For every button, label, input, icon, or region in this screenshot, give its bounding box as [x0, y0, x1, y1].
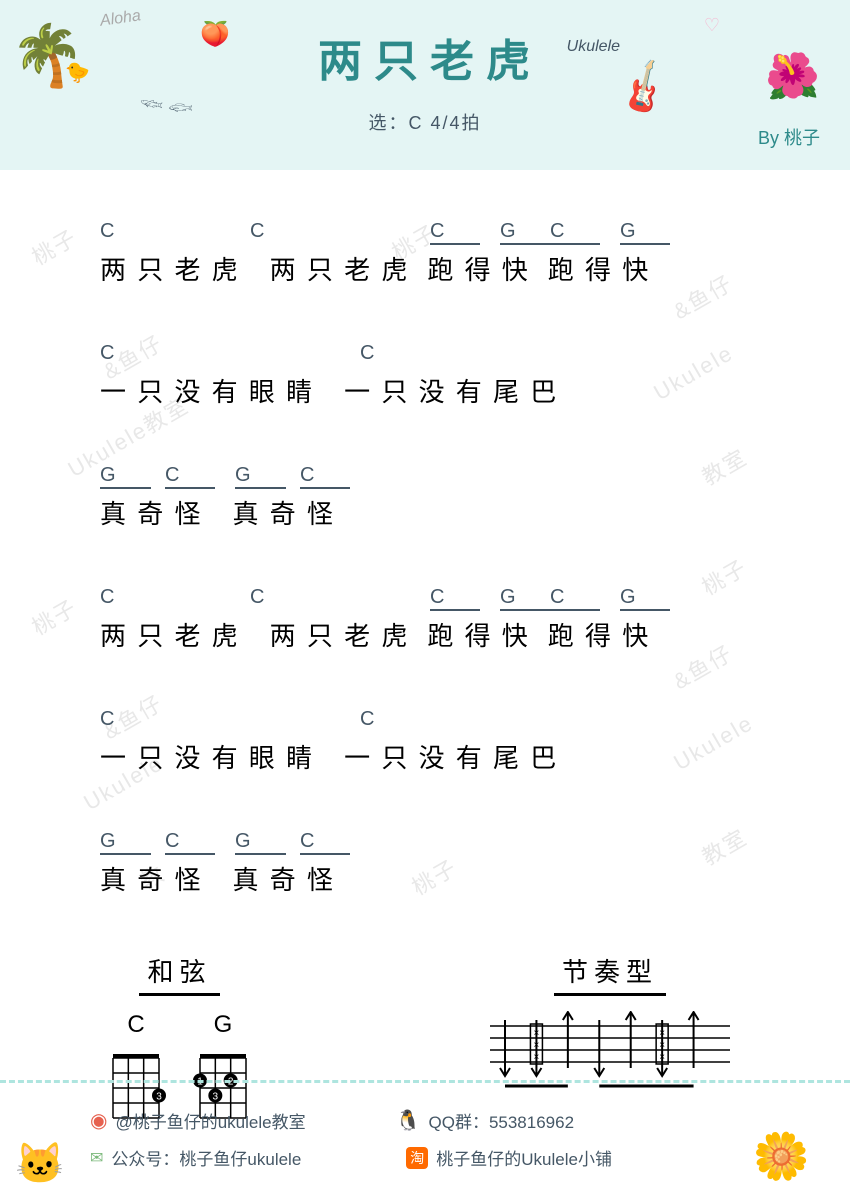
weibo-text: @桃子鱼仔的ukulele教室	[115, 1108, 305, 1133]
taobao-contact: 淘 桃子鱼仔的Ukulele小铺	[406, 1145, 612, 1170]
taobao-text: 桃子鱼仔的Ukulele小铺	[436, 1145, 612, 1170]
bird-icon: 🐤	[65, 60, 90, 85]
song-title: 两只老虎	[10, 25, 850, 89]
qq-contact: 🐧 QQ群：553816962	[396, 1108, 574, 1133]
svg-text:×: ×	[534, 1040, 540, 1051]
chord-symbol: C	[550, 586, 600, 611]
chord-symbol: C	[100, 586, 114, 609]
svg-text:×: ×	[659, 1040, 665, 1051]
lyric-text: 一 只 没 有 眼 睛一 只 没 有 尾 巴	[100, 372, 760, 409]
wechat-text: 公众号：桃子鱼仔ukulele	[111, 1145, 301, 1170]
chord-symbol: C	[360, 708, 374, 731]
chord-diagram-name: C	[105, 1011, 167, 1039]
chord-symbol: G	[100, 464, 151, 489]
lyric-text: 两 只 老 虎两 只 老 虎跑 得 快跑 得 快	[100, 250, 760, 287]
chord-symbol: C	[250, 220, 264, 243]
lyric-line: GCGC真 奇 怪真 奇 怪	[100, 464, 760, 531]
chord-symbol: G	[620, 586, 670, 611]
chord-diagram-name: G	[192, 1011, 254, 1039]
rhythm-heading: 节奏型	[554, 952, 666, 996]
chord-symbol: C	[430, 220, 480, 245]
chord-symbol: C	[300, 830, 350, 855]
lyric-line: GCGC真 奇 怪真 奇 怪	[100, 830, 760, 897]
wechat-contact: ✉ 公众号：桃子鱼仔ukulele	[90, 1145, 301, 1170]
chord-symbol: C	[165, 830, 215, 855]
chord-symbol: C	[250, 586, 264, 609]
chord-symbol: G	[235, 830, 286, 855]
chord-symbol: C	[360, 342, 374, 365]
svg-text:×: ×	[534, 1028, 540, 1039]
header-banner: 🌴 Aloha 🍑 🐤 𓆝 𓆟 ♡ 🌺 🎸 Ukulele 两只老虎 选：C 4…	[0, 0, 850, 170]
chord-symbol: G	[500, 586, 550, 611]
wechat-icon: ✉	[90, 1148, 103, 1168]
chord-symbol: C	[300, 464, 350, 489]
svg-text:×: ×	[659, 1028, 665, 1039]
heart-icon: ♡	[704, 15, 720, 36]
chord-symbol: C	[100, 708, 114, 731]
key-time-signature: 选：C 4/4拍	[0, 109, 850, 135]
chord-symbol: C	[100, 342, 114, 365]
chords-heading: 和弦	[139, 952, 219, 996]
lyric-text: 真 奇 怪真 奇 怪	[100, 494, 760, 531]
lyric-text: 一 只 没 有 眼 睛一 只 没 有 尾 巴	[100, 738, 760, 775]
taobao-icon: 淘	[406, 1147, 428, 1169]
author-byline: By 桃子	[758, 124, 820, 150]
chord-symbol: G	[620, 220, 670, 245]
fish-icon: 𓆝 𓆟	[140, 90, 193, 120]
chord-symbol: G	[100, 830, 151, 855]
lyric-line: CCCGCG两 只 老 虎两 只 老 虎跑 得 快跑 得 快	[100, 220, 760, 287]
cat-icon: 🐱	[15, 1140, 65, 1187]
svg-text:×: ×	[659, 1052, 665, 1063]
chord-symbol: G	[235, 464, 286, 489]
chord-symbol: G	[500, 220, 550, 245]
lyric-line: C C 一 只 没 有 眼 睛一 只 没 有 尾 巴	[100, 342, 760, 409]
qq-text: QQ群：553816962	[429, 1108, 575, 1133]
chord-symbol: C	[165, 464, 215, 489]
weibo-icon: ◉	[90, 1108, 107, 1133]
ukulele-label: Ukulele	[567, 38, 620, 56]
lyric-text: 两 只 老 虎两 只 老 虎跑 得 快跑 得 快	[100, 616, 760, 653]
svg-text:×: ×	[534, 1052, 540, 1063]
peach-icon: 🍑	[200, 20, 230, 49]
chord-symbol: C	[430, 586, 480, 611]
footer: 🐱 ◉ @桃子鱼仔的ukulele教室 🐧 QQ群：553816962 ✉ 公众…	[0, 1080, 850, 1202]
footer-flower-icon: 🌼	[753, 1129, 810, 1184]
lyric-text: 真 奇 怪真 奇 怪	[100, 860, 760, 897]
qq-icon: 🐧	[396, 1108, 421, 1133]
chord-symbol: C	[100, 220, 114, 243]
lyric-line: CCCGCG两 只 老 虎两 只 老 虎跑 得 快跑 得 快	[100, 586, 760, 653]
lyric-line: C C 一 只 没 有 眼 睛一 只 没 有 尾 巴	[100, 708, 760, 775]
hibiscus-icon: 🌺	[765, 50, 820, 102]
weibo-contact: ◉ @桃子鱼仔的ukulele教室	[90, 1108, 306, 1133]
chord-sheet: CCCGCG两 只 老 虎两 只 老 虎跑 得 快跑 得 快CC一 只 没 有 …	[0, 170, 850, 1129]
chord-symbol: C	[550, 220, 600, 245]
